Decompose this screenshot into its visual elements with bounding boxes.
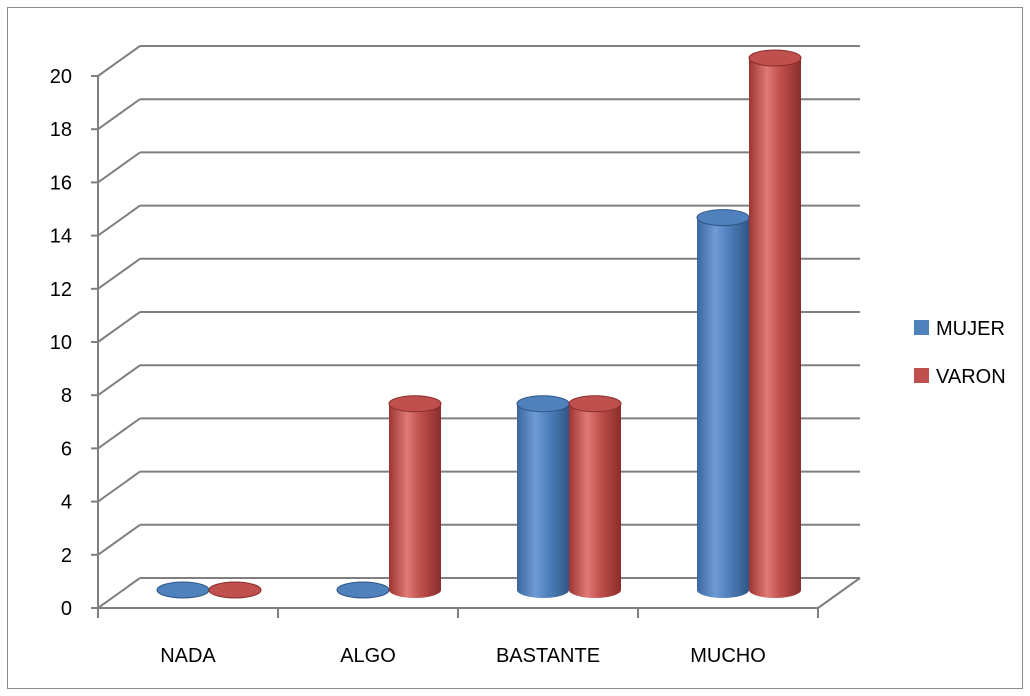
legend-swatch [914,320,929,335]
gridline-side [97,417,141,450]
gridline-side [97,577,141,609]
y-tick-label: 0 [61,598,72,620]
y-tick-label: 4 [61,492,72,514]
gridline-side [97,470,141,503]
gridline-side [97,45,141,77]
gridline-side [97,151,141,184]
x-category-label: ALGO [340,645,396,667]
y-axis-ticks: 0 2 4 6 8 10 12 14 16 18 20 [50,66,98,620]
legend-label: MUJER [936,318,1005,340]
y-tick-label: 8 [61,385,72,407]
bar-varon-bastante [568,395,622,598]
y-tick-label: 12 [50,279,72,301]
gridline-side [97,311,141,343]
bar-varon-algo [388,395,442,598]
gridline-side [97,364,141,397]
gridline-side [97,257,141,290]
bar-body [517,403,569,598]
gridline-side [97,204,141,237]
y-tick-label: 20 [50,66,72,88]
x-category-label: BASTANTE [496,645,600,667]
legend-label: VARON [936,366,1006,388]
bar-top [516,395,570,413]
bar-mujer-mucho [696,209,750,598]
legend-item-varon: VARON [914,366,1006,388]
legend: MUJER VARON [914,318,1006,388]
gridline-side [97,523,141,556]
floor-edge [817,577,861,609]
y-tick-label: 18 [50,119,72,141]
y-tick-label: 10 [50,332,72,354]
bar-top [336,581,390,599]
bar-varon-mucho [748,49,802,598]
y-tick-label: 2 [61,545,72,567]
bar-mujer-bastante [516,395,570,598]
gridline-side [97,98,141,131]
bar-mujer-algo [336,581,390,599]
bar-varon-nada [208,581,262,599]
x-axis-categories: NADA ALGO BASTANTE MUCHO [97,608,819,667]
bar-top [388,395,442,413]
bar-body [697,217,749,598]
back-wall [140,16,860,578]
bar-mujer-nada [156,581,210,599]
legend-item-mujer: MUJER [914,318,1005,340]
x-category-label: NADA [160,645,216,667]
bar-top [208,581,262,599]
bar-body [389,403,441,598]
legend-swatch [914,368,929,383]
y-tick-label: 14 [50,226,72,248]
bar-body [569,403,621,598]
y-tick-label: 6 [61,438,72,460]
bar-top [748,49,802,67]
bars [156,49,802,599]
bar-top [156,581,210,599]
x-category-label: MUCHO [690,645,766,667]
bar-body [749,58,801,598]
bar-top [568,395,622,413]
y-tick-label: 16 [50,172,72,194]
bar-top [696,209,750,227]
